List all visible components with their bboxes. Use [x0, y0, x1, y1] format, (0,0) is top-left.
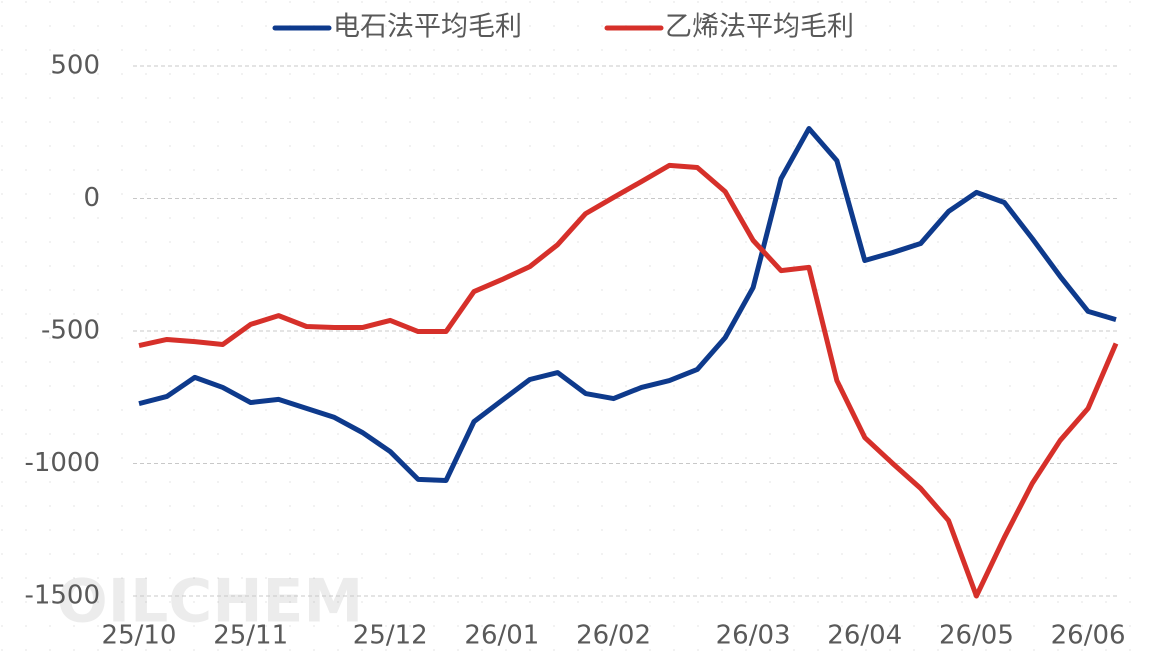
x-tick-label: 26/02 [576, 621, 651, 651]
x-tick-label: 26/06 [1051, 621, 1126, 651]
x-tick-label: 26/04 [827, 621, 902, 651]
x-tick-label: 25/10 [102, 621, 177, 651]
y-tick-label: 500 [50, 51, 100, 81]
y-tick-label: 0 [83, 183, 100, 213]
series-line [138, 162, 1119, 599]
y-tick-label: -1000 [24, 448, 100, 478]
y-tick-label: -500 [41, 316, 100, 346]
legend-label: 电石法平均毛利 [333, 12, 522, 43]
x-tick-label: 25/12 [353, 621, 428, 651]
x-tick-label: 26/01 [464, 621, 539, 651]
y-tick-label: -1500 [24, 581, 100, 611]
legend-label: 乙烯法平均毛利 [665, 12, 854, 43]
x-tick-label: 26/05 [939, 621, 1014, 651]
series-line [138, 126, 1117, 483]
x-tick-label: 26/03 [716, 621, 791, 651]
watermark: OILCHEM [57, 567, 364, 637]
x-tick-label: 25/11 [213, 621, 288, 651]
